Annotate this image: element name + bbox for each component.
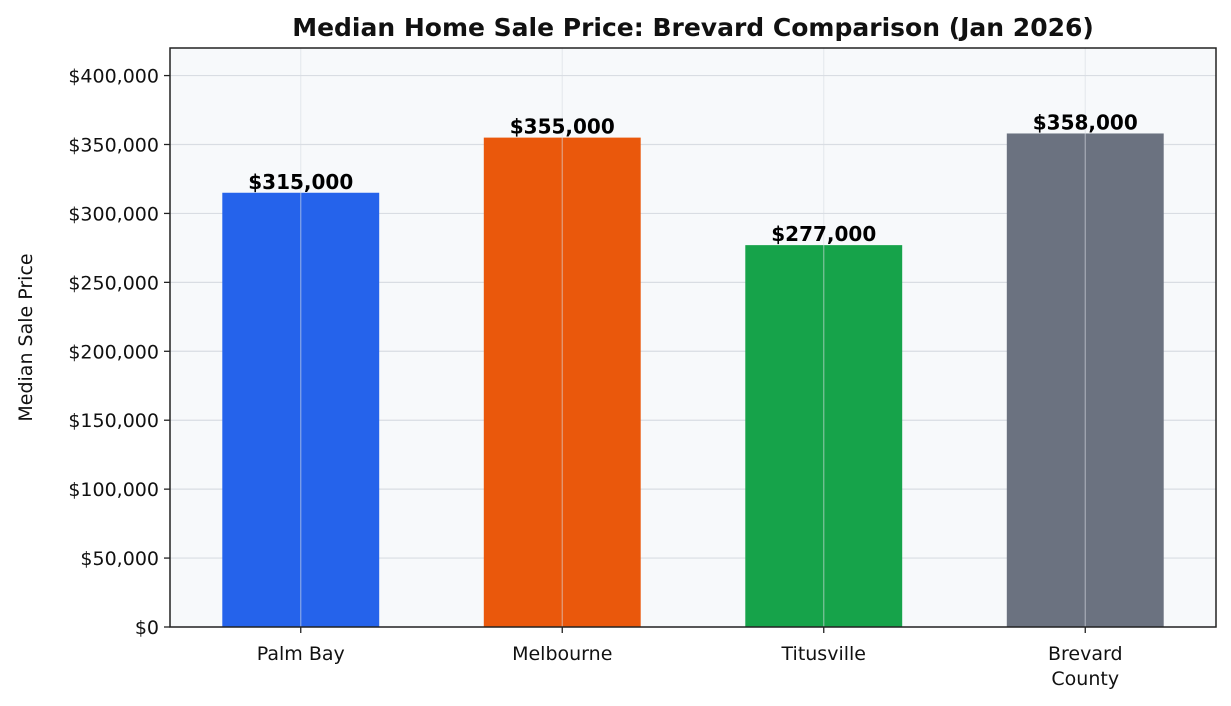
y-tick-label: $300,000	[68, 203, 159, 225]
y-tick-label: $150,000	[68, 410, 159, 432]
chart-title: Median Home Sale Price: Brevard Comparis…	[292, 13, 1094, 42]
x-tick-label: County	[1051, 668, 1119, 690]
y-tick-label: $350,000	[68, 135, 159, 157]
x-tick-label: Titusville	[781, 643, 866, 665]
y-tick-label: $250,000	[68, 272, 159, 294]
y-tick-label: $400,000	[68, 66, 159, 88]
x-tick-label: Brevard	[1048, 643, 1123, 665]
bar-value-label: $315,000	[248, 170, 353, 194]
x-tick-label: Melbourne	[512, 643, 612, 665]
y-tick-label: $100,000	[68, 479, 159, 501]
bar-value-label: $358,000	[1033, 110, 1138, 134]
y-tick-label: $50,000	[80, 548, 159, 570]
y-tick-label: $200,000	[68, 341, 159, 363]
y-tick-label: $0	[135, 617, 159, 639]
y-axis-ticks: $0 $50,000 $100,000 $150,000 $200,000 $250,00…	[68, 66, 170, 639]
x-axis-ticks: Palm Bay Melbourne Titusville Brevard County	[257, 627, 1123, 690]
bar-value-label: $277,000	[771, 222, 876, 246]
bar-value-label: $355,000	[510, 115, 615, 139]
y-axis-label: Median Sale Price	[15, 253, 37, 421]
data-labels: $315,000 $355,000 $277,000 $358,000	[248, 48, 1138, 627]
plot-frame	[169, 47, 1217, 628]
x-tick-label: Palm Bay	[257, 643, 345, 665]
